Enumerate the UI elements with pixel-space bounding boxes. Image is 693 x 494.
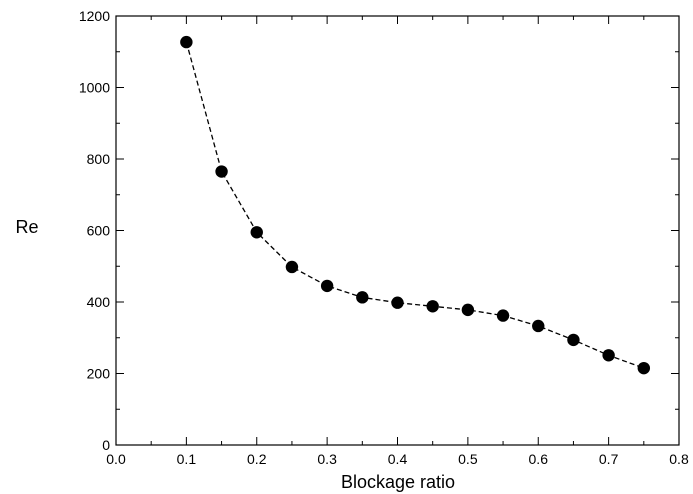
data-point <box>637 361 651 375</box>
data-point <box>285 260 299 274</box>
data-point <box>426 300 439 313</box>
x-axis-title: Blockage ratio <box>341 472 455 492</box>
data-point <box>461 303 475 317</box>
series-layer <box>180 35 651 375</box>
y-tick-label: 200 <box>87 366 111 382</box>
x-tick-label: 0.5 <box>458 451 478 467</box>
data-point <box>532 319 545 333</box>
x-tick-label: 0.3 <box>317 451 337 467</box>
y-axis-title: Re <box>15 217 38 237</box>
x-tick-label: 0.2 <box>247 451 267 467</box>
y-tick-label: 600 <box>87 223 111 239</box>
data-point <box>215 165 228 178</box>
series-line <box>185 41 645 369</box>
x-tick-label: 0.6 <box>529 451 549 467</box>
plot-frame <box>115 15 680 446</box>
plot-frame-layer <box>115 15 680 446</box>
data-point <box>567 333 580 347</box>
y-tick-label: 1200 <box>79 8 110 24</box>
data-point <box>602 349 615 362</box>
y-tick-label: 1000 <box>79 80 110 96</box>
ticks-layer: 0.0 0.1 0.2 0.3 0.4 0.5 0.6 0.7 0.8 0 200 400 600 800… <box>79 8 689 467</box>
x-tick-label: 0.7 <box>599 451 619 467</box>
x-tick-label: 0.8 <box>669 451 689 467</box>
x-tick-label: 0.1 <box>177 451 197 467</box>
x-tick-label: 0.4 <box>388 451 408 467</box>
y-tick-label: 400 <box>87 294 111 310</box>
labels-layer: Blockage ratio Re <box>15 217 455 492</box>
data-point <box>496 309 510 322</box>
x-tick-label: 0.0 <box>106 451 126 467</box>
data-point <box>320 279 334 293</box>
data-point <box>391 296 404 309</box>
data-point <box>250 226 263 239</box>
data-point <box>356 291 369 304</box>
y-tick-label: 0 <box>102 437 110 453</box>
data-point <box>180 35 193 49</box>
y-tick-label: 800 <box>87 151 111 167</box>
